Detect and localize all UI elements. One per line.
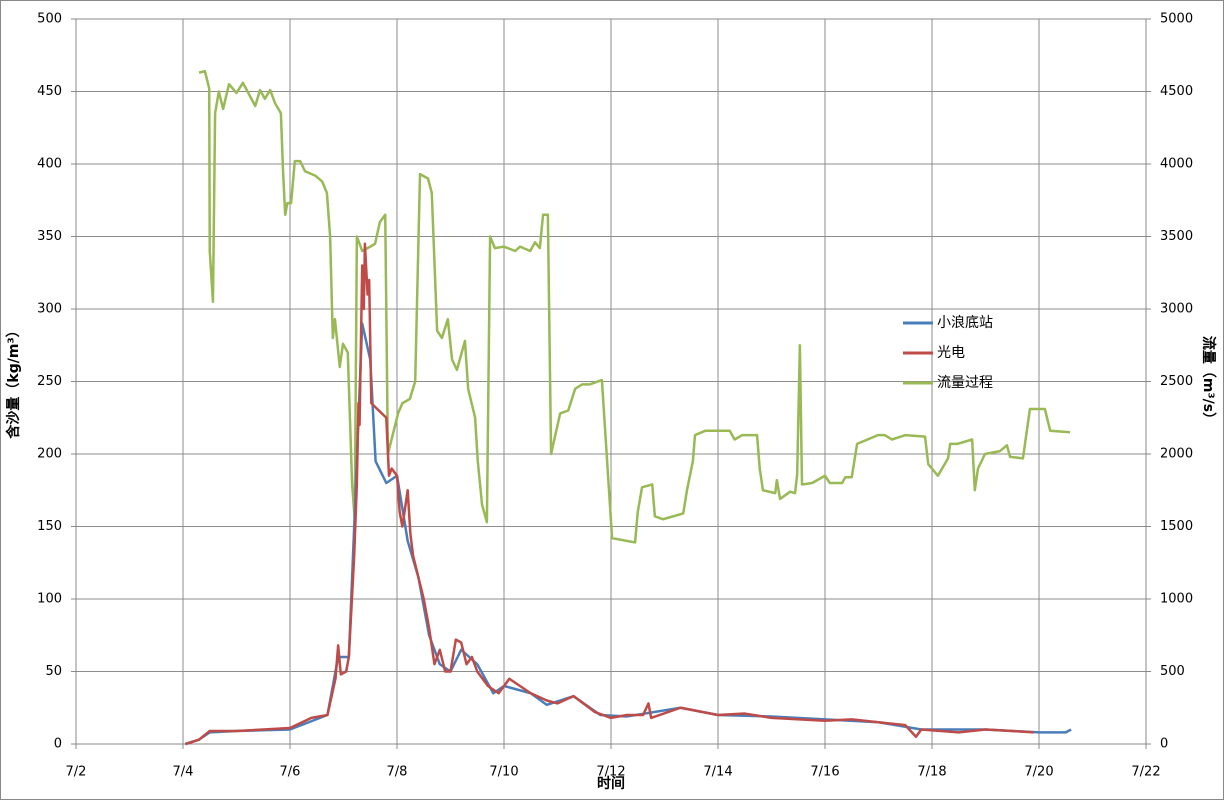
y2-tick-label: 500 bbox=[1160, 664, 1185, 679]
y2-axis-title: 流量（m³/s） bbox=[1200, 336, 1217, 426]
legend-text: 流量过程 bbox=[937, 375, 993, 391]
y-tick-label: 200 bbox=[37, 447, 62, 462]
y2-tick-label: 4500 bbox=[1160, 84, 1193, 99]
x-tick-label: 7/16 bbox=[810, 765, 839, 780]
x-tick-label: 7/2 bbox=[66, 765, 87, 780]
y-tick-label: 100 bbox=[37, 592, 62, 607]
y-axis-title: 含沙量（kg/m³） bbox=[5, 323, 22, 438]
legend-text: 小浪底站 bbox=[937, 315, 993, 331]
y2-tick-label: 2000 bbox=[1160, 447, 1193, 462]
y-tick-label: 150 bbox=[37, 519, 62, 534]
y-tick-label: 300 bbox=[37, 302, 62, 317]
y2-tick-label: 0 bbox=[1160, 737, 1168, 752]
y-tick-label: 400 bbox=[37, 157, 62, 172]
y-tick-label: 450 bbox=[37, 84, 62, 99]
y2-tick-label: 3500 bbox=[1160, 229, 1193, 244]
x-tick-label: 7/10 bbox=[489, 765, 518, 780]
x-tick-label: 7/22 bbox=[1131, 765, 1160, 780]
y2-tick-label: 5000 bbox=[1160, 12, 1193, 27]
x-tick-label: 7/18 bbox=[917, 765, 946, 780]
x-tick-label: 7/4 bbox=[173, 765, 194, 780]
y-tick-label: 50 bbox=[45, 664, 62, 679]
x-tick-label: 7/14 bbox=[703, 765, 732, 780]
y-tick-label: 500 bbox=[37, 12, 62, 27]
plot-border bbox=[75, 18, 1147, 745]
y2-tick-label: 4000 bbox=[1160, 157, 1193, 172]
y-tick-label: 0 bbox=[54, 737, 62, 752]
y2-tick-label: 1500 bbox=[1160, 519, 1193, 534]
y-tick-label: 250 bbox=[37, 374, 62, 389]
y2-tick-label: 1000 bbox=[1160, 592, 1193, 607]
x-tick-label: 7/8 bbox=[387, 765, 408, 780]
x-tick-label: 7/6 bbox=[280, 765, 301, 780]
x-axis-title: 时间 bbox=[597, 775, 625, 792]
y2-tick-label: 3000 bbox=[1160, 302, 1193, 317]
x-tick-label: 7/12 bbox=[596, 765, 625, 780]
legend-text: 光电 bbox=[937, 345, 965, 361]
x-tick-label: 7/20 bbox=[1024, 765, 1053, 780]
y-tick-label: 350 bbox=[37, 229, 62, 244]
line-series bbox=[198, 69, 1071, 544]
y2-tick-label: 2500 bbox=[1160, 374, 1193, 389]
line-series bbox=[185, 242, 1034, 746]
